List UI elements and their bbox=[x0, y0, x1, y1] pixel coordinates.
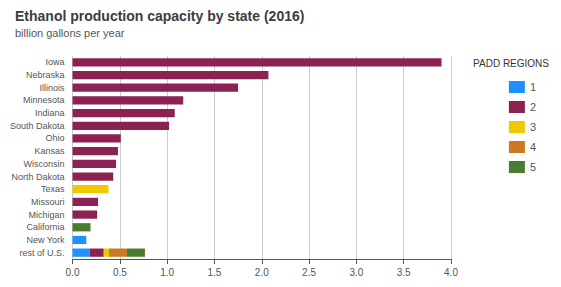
svg-text:Indiana: Indiana bbox=[35, 108, 65, 118]
svg-text:PADD REGIONS: PADD REGIONS bbox=[473, 58, 549, 69]
svg-text:Minnesota: Minnesota bbox=[23, 95, 65, 105]
svg-text:Michigan: Michigan bbox=[29, 210, 65, 220]
svg-text:4: 4 bbox=[530, 141, 536, 153]
svg-text:3.0: 3.0 bbox=[349, 267, 363, 278]
svg-text:Nebraska: Nebraska bbox=[26, 70, 65, 80]
svg-text:Wisconsin: Wisconsin bbox=[24, 159, 65, 169]
svg-text:Texas: Texas bbox=[41, 184, 65, 194]
svg-text:4.0: 4.0 bbox=[444, 267, 458, 278]
svg-text:3.5: 3.5 bbox=[397, 267, 411, 278]
svg-text:Ohio: Ohio bbox=[46, 133, 65, 143]
svg-text:2.0: 2.0 bbox=[255, 267, 269, 278]
svg-text:1.5: 1.5 bbox=[208, 267, 222, 278]
svg-text:North Dakota: North Dakota bbox=[12, 172, 65, 182]
svg-text:California: California bbox=[27, 222, 65, 232]
svg-text:2.5: 2.5 bbox=[302, 267, 316, 278]
svg-text:New York: New York bbox=[27, 235, 66, 245]
svg-text:Iowa: Iowa bbox=[46, 57, 65, 67]
svg-text:3: 3 bbox=[530, 121, 536, 133]
svg-text:2: 2 bbox=[530, 101, 536, 113]
svg-text:1.0: 1.0 bbox=[160, 267, 174, 278]
svg-text:1: 1 bbox=[530, 81, 536, 93]
svg-text:Missouri: Missouri bbox=[31, 197, 65, 207]
svg-text:South Dakota: South Dakota bbox=[10, 121, 65, 131]
svg-text:Kansas: Kansas bbox=[35, 146, 66, 156]
svg-text:billion gallons per year: billion gallons per year bbox=[15, 27, 125, 39]
svg-text:0.0: 0.0 bbox=[66, 267, 80, 278]
svg-text:0.5: 0.5 bbox=[113, 267, 127, 278]
svg-text:5: 5 bbox=[530, 161, 536, 173]
svg-text:rest of U.S.: rest of U.S. bbox=[20, 248, 65, 258]
svg-text:Ethanol production capacity by: Ethanol production capacity by state (20… bbox=[15, 8, 304, 24]
svg-text:Illinois: Illinois bbox=[40, 83, 66, 93]
